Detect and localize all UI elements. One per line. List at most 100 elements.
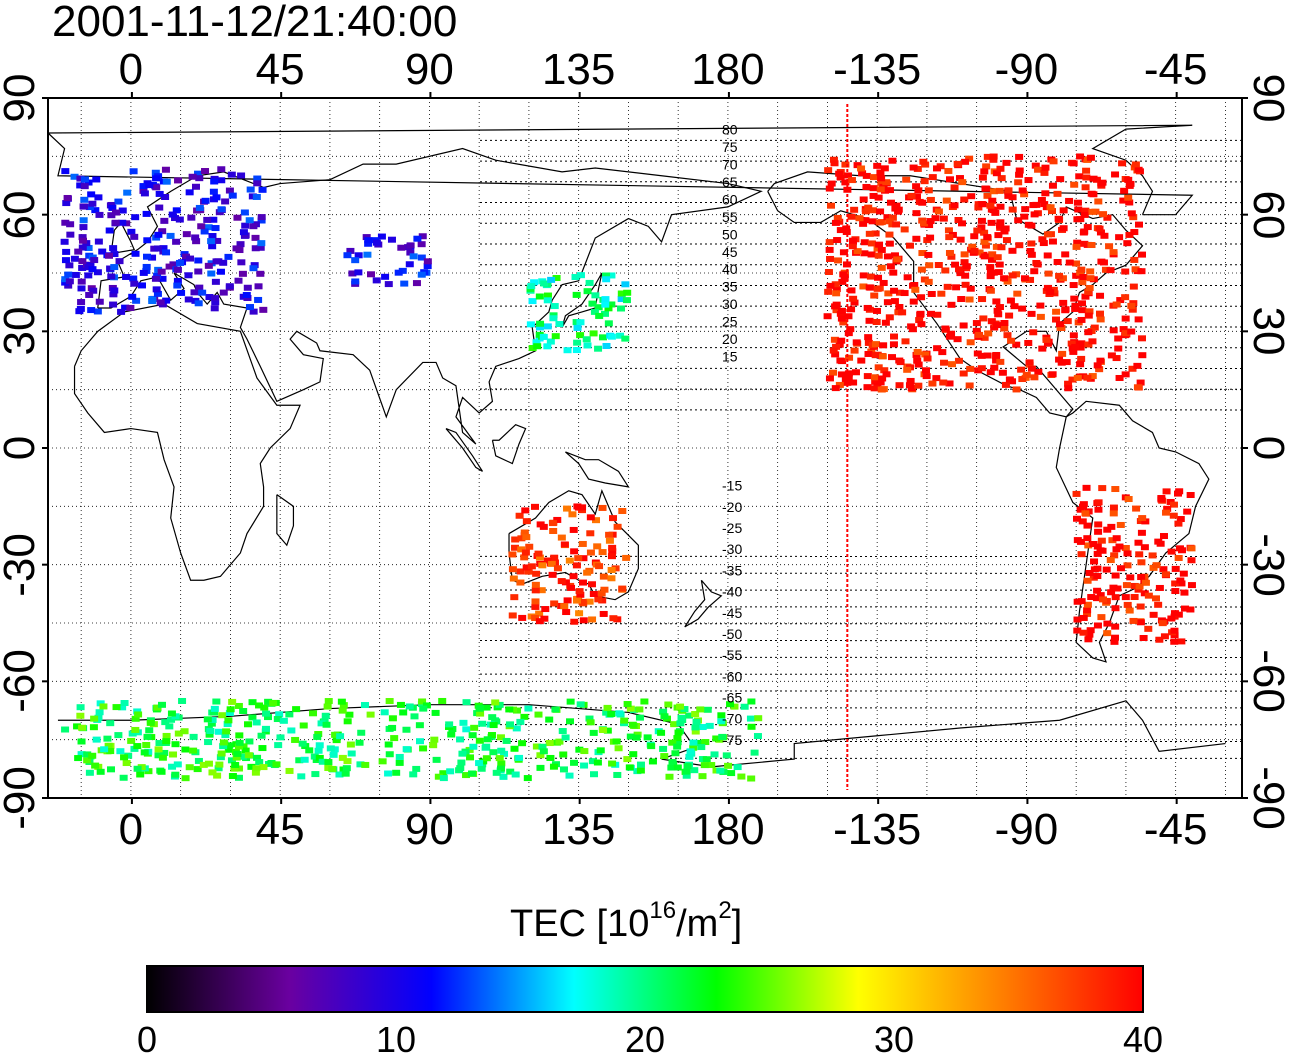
tec-cell (1160, 633, 1169, 640)
tec-cell (608, 544, 617, 551)
tec-cell (1082, 484, 1091, 491)
tec-cell (993, 307, 1002, 314)
tec-cell (530, 503, 539, 510)
tec-cell (831, 281, 840, 288)
tec-cell (205, 294, 214, 301)
tec-cell (224, 717, 233, 724)
colorbar-label: TEC [1016/m2] (510, 899, 742, 946)
tec-cell (945, 249, 954, 256)
tec-cell (434, 773, 443, 780)
tec-cell (84, 264, 93, 271)
coastline (684, 579, 723, 628)
tec-cell (1174, 554, 1183, 561)
tec-cell (1136, 379, 1145, 386)
tec-cell (823, 313, 832, 320)
frame-tick (578, 92, 581, 98)
tec-cell (1129, 214, 1138, 221)
tec-cell (508, 566, 517, 573)
tec-cell (175, 216, 184, 223)
tec-cell (559, 751, 568, 758)
contour-label: -70 (722, 711, 742, 727)
tec-cell (933, 311, 942, 318)
tec-cell (506, 768, 515, 775)
tec-cell (1055, 272, 1064, 279)
tec-cell (1032, 259, 1041, 266)
tec-cell (531, 581, 540, 588)
tec-cell (148, 298, 157, 305)
tec-cell (1043, 252, 1052, 259)
tec-cell (1103, 214, 1112, 221)
tec-cell (847, 306, 856, 313)
tec-cell (146, 719, 155, 726)
frame-tick (280, 92, 283, 98)
tec-cell (188, 173, 197, 180)
tec-cell (1076, 153, 1085, 160)
tec-cell (998, 369, 1007, 376)
tec-cell (1034, 368, 1043, 375)
tec-cell (620, 717, 629, 724)
tec-cell (539, 748, 548, 755)
tec-cell (832, 343, 841, 350)
tec-cell (1020, 275, 1029, 282)
tec-cell (829, 156, 838, 163)
tec-cell (243, 284, 252, 291)
tec-cell (1076, 361, 1085, 368)
tec-cell (844, 375, 853, 382)
tec-cell (184, 272, 193, 279)
tec-cell (1115, 234, 1124, 241)
tec-cell (385, 751, 394, 758)
tec-cell (212, 194, 221, 201)
colorbar-label-exponent: 16 (649, 897, 676, 924)
tec-cell (178, 697, 187, 704)
tec-cell (875, 219, 884, 226)
tec-cell (582, 336, 591, 343)
tec-cell (986, 287, 995, 294)
coastline (48, 124, 1194, 216)
tec-cell (881, 319, 890, 326)
tec-cell (1093, 587, 1102, 594)
tec-cell (561, 579, 570, 586)
tec-cell (640, 698, 649, 705)
tec-cell (142, 742, 151, 749)
tec-cell (1119, 197, 1128, 204)
tec-cell (313, 733, 322, 740)
tec-cell (175, 259, 184, 266)
tec-cell (874, 194, 883, 201)
tec-cell (698, 724, 707, 731)
tec-cell (384, 741, 393, 748)
tec-cell (565, 557, 574, 564)
tec-cell (417, 271, 426, 278)
tec-cell (837, 315, 846, 322)
tec-cell (240, 209, 249, 216)
contour-label: -30 (722, 541, 742, 557)
tec-cell (1079, 629, 1088, 636)
tec-cell (394, 269, 403, 276)
tec-cell (488, 714, 497, 721)
tec-cell (857, 357, 866, 364)
tec-cell (674, 729, 683, 736)
tec-cell (487, 732, 496, 739)
tec-cell (545, 740, 554, 747)
tec-cell (439, 770, 448, 777)
tec-cell (576, 332, 585, 339)
tec-cell (942, 197, 951, 204)
tec-cell (635, 714, 644, 721)
tec-cell (912, 183, 921, 190)
tec-cell (1109, 504, 1118, 511)
tec-cell (921, 367, 930, 374)
tec-cell (643, 734, 652, 741)
tec-cell (335, 771, 344, 778)
contour-label: 40 (722, 261, 738, 277)
tec-cell (607, 272, 616, 279)
tec-cell (994, 311, 1003, 318)
tec-cell (133, 765, 142, 772)
tec-cell (825, 246, 834, 253)
tec-cell (187, 214, 196, 221)
tec-cell (1187, 582, 1196, 589)
tec-cell (1097, 614, 1106, 621)
contour-label: 20 (722, 331, 738, 347)
tec-cell (861, 217, 870, 224)
tec-cell (1137, 335, 1146, 342)
tec-cell (1027, 310, 1036, 317)
tec-cell (1056, 324, 1065, 331)
